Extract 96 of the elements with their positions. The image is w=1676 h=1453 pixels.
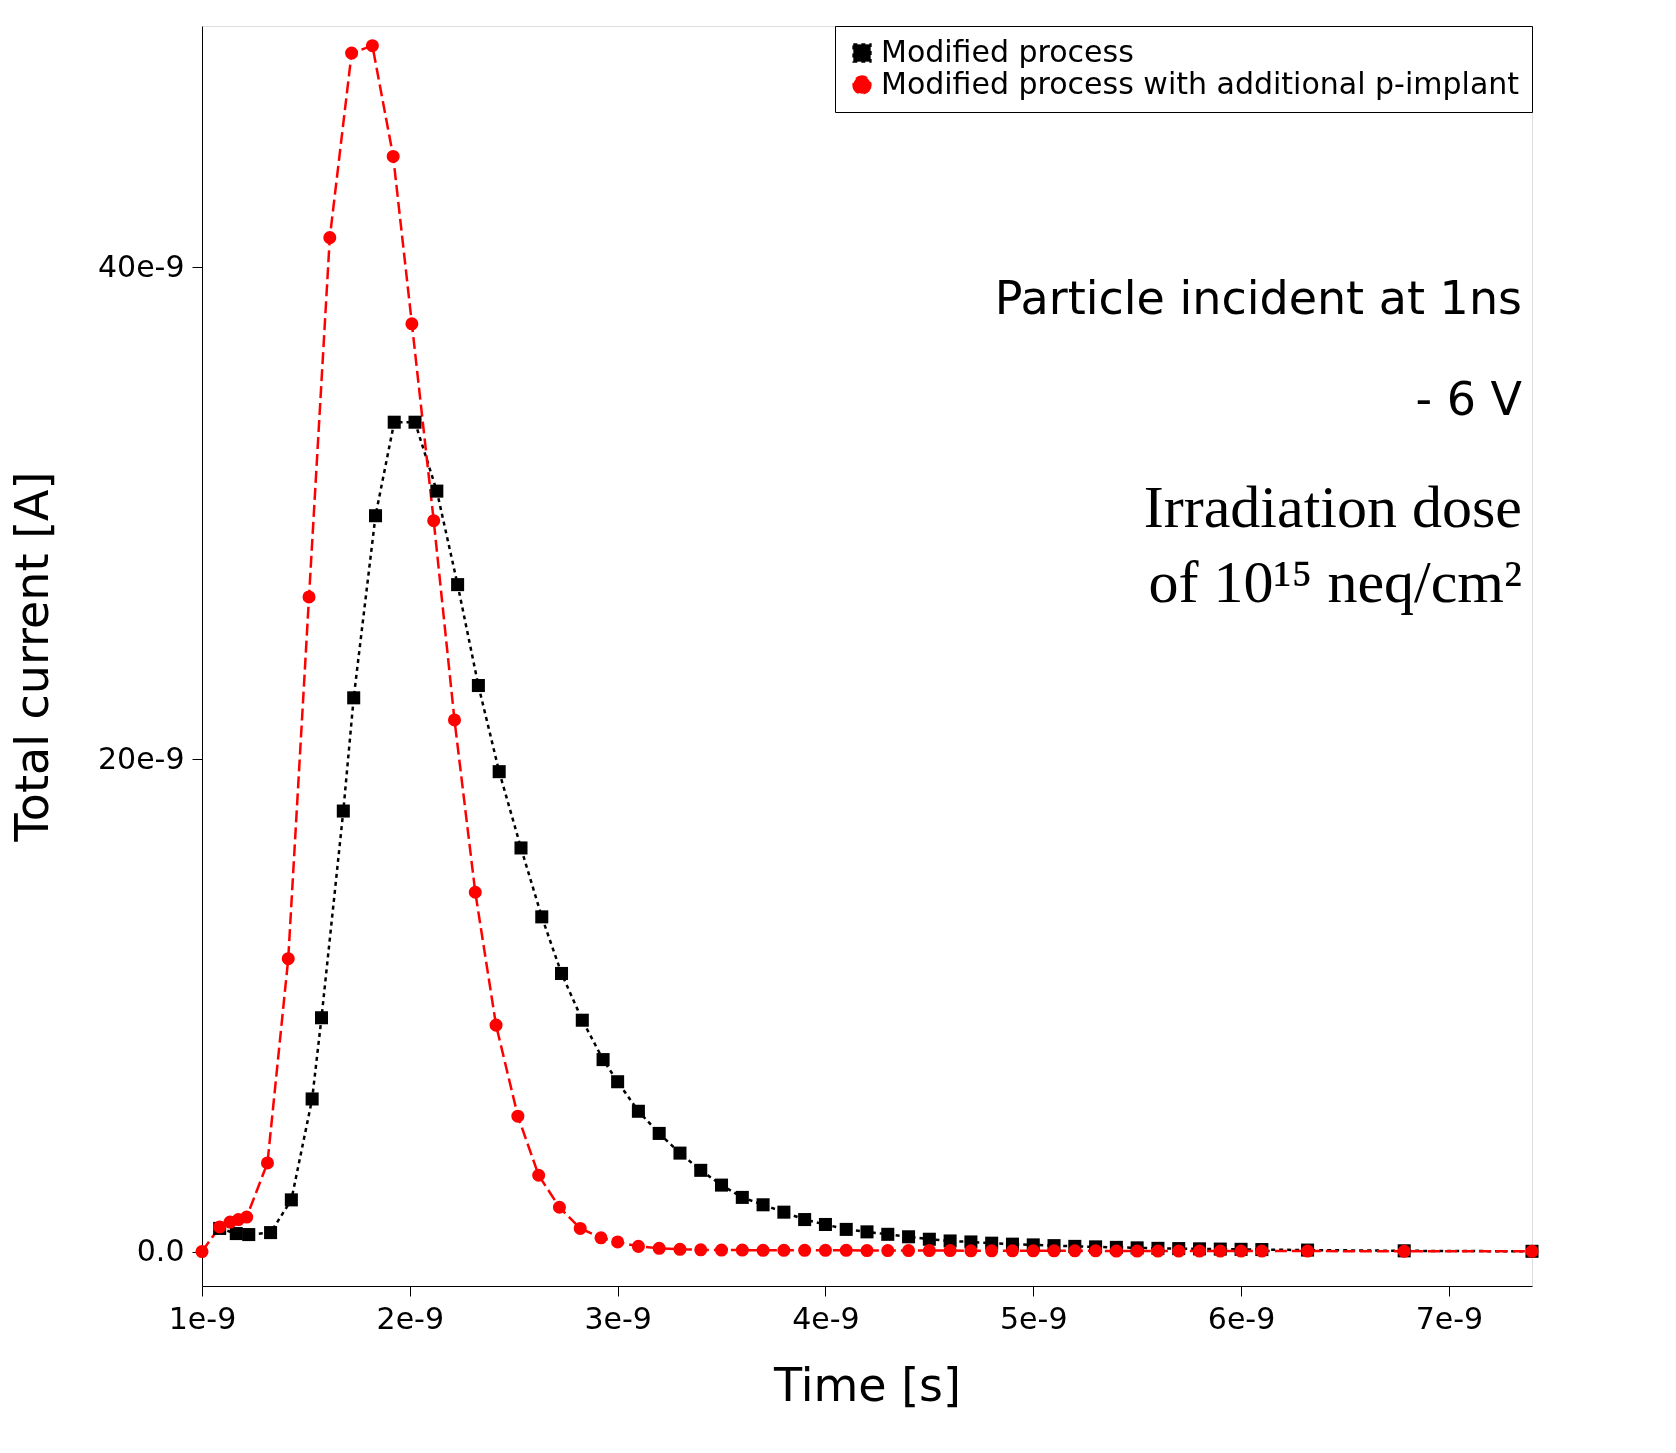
- point: [798, 1243, 812, 1257]
- y-tick-label: 20e-9: [97, 740, 185, 776]
- point: [573, 1221, 587, 1235]
- point: [427, 514, 441, 528]
- point: [594, 1231, 608, 1245]
- point: [985, 1244, 999, 1258]
- point: [735, 1190, 749, 1204]
- point: [575, 1013, 589, 1027]
- point: [756, 1243, 770, 1257]
- point: [451, 578, 465, 592]
- point: [902, 1244, 916, 1258]
- point: [839, 1222, 853, 1236]
- point: [964, 1244, 978, 1258]
- point: [611, 1235, 625, 1249]
- point: [715, 1178, 729, 1192]
- point: [818, 1243, 832, 1257]
- point: [514, 841, 528, 855]
- x-tick-label: 3e-9: [584, 1300, 652, 1336]
- x-tick-label: 4e-9: [792, 1300, 860, 1336]
- point: [535, 910, 549, 924]
- point: [922, 1244, 936, 1258]
- annotation: Irradiation dose of 10¹⁵ neq/cm²: [1143, 473, 1522, 615]
- point: [631, 1239, 645, 1253]
- point: [387, 415, 401, 429]
- point: [552, 1200, 566, 1214]
- x-tick-label: 7e-9: [1415, 1300, 1484, 1336]
- point: [468, 885, 482, 899]
- point: [673, 1146, 687, 1160]
- point: [1109, 1244, 1123, 1258]
- point: [694, 1163, 708, 1177]
- y-tick-label: 40e-9: [97, 248, 185, 284]
- annotation: - 6 V: [1415, 371, 1523, 426]
- point: [881, 1244, 895, 1258]
- point: [631, 1104, 645, 1118]
- point: [430, 484, 444, 498]
- point: [242, 1228, 256, 1242]
- point: [345, 46, 359, 60]
- point: [369, 509, 383, 523]
- point: [405, 317, 419, 331]
- point: [756, 1198, 770, 1212]
- point: [532, 1168, 546, 1182]
- point: [284, 1193, 298, 1207]
- point: [264, 1226, 278, 1240]
- x-tick-label: 2e-9: [376, 1300, 445, 1336]
- y-tick-label: 0.0: [136, 1233, 185, 1269]
- point: [447, 713, 462, 727]
- point: [652, 1241, 666, 1255]
- point: [489, 1018, 503, 1032]
- point: [195, 1245, 209, 1259]
- x-tick-label: 1e-9: [168, 1300, 237, 1336]
- point: [302, 590, 316, 604]
- point: [555, 966, 569, 980]
- point: [511, 1109, 525, 1123]
- point: [1068, 1244, 1082, 1258]
- point: [336, 804, 350, 818]
- point: [1005, 1244, 1019, 1258]
- point: [471, 679, 485, 693]
- point: [735, 1243, 749, 1257]
- point: [902, 1230, 916, 1244]
- x-axis-title: Time [s]: [772, 1357, 962, 1412]
- point: [1026, 1244, 1040, 1258]
- point: [260, 1156, 274, 1170]
- point: [777, 1243, 791, 1257]
- point: [943, 1244, 957, 1258]
- point: [818, 1217, 832, 1231]
- point: [1047, 1244, 1061, 1258]
- point: [492, 765, 506, 779]
- point: [281, 952, 295, 966]
- point: [305, 1092, 319, 1106]
- point: [881, 1227, 895, 1241]
- point: [1089, 1244, 1103, 1258]
- point: [777, 1205, 791, 1219]
- point: [839, 1243, 853, 1257]
- point: [673, 1242, 687, 1256]
- annotation: Particle incident at 1ns: [994, 271, 1522, 325]
- point: [694, 1243, 708, 1257]
- point: [323, 231, 337, 245]
- legend-label: Modified process: [881, 34, 1134, 69]
- point: [408, 415, 422, 429]
- point: [922, 1232, 936, 1246]
- x-tick-label: 5e-9: [1000, 1300, 1068, 1336]
- point: [365, 39, 379, 53]
- point: [347, 691, 361, 705]
- point: [229, 1227, 243, 1241]
- point: [596, 1053, 610, 1067]
- point: [386, 149, 400, 163]
- point: [798, 1213, 812, 1227]
- point: [611, 1075, 625, 1089]
- point: [860, 1244, 874, 1258]
- point: [314, 1011, 329, 1025]
- point: [860, 1225, 874, 1239]
- x-tick-label: 6e-9: [1207, 1300, 1276, 1336]
- y-axis-title: Total current [A]: [4, 471, 59, 843]
- point: [240, 1210, 254, 1224]
- point: [715, 1243, 729, 1257]
- point: [652, 1126, 666, 1140]
